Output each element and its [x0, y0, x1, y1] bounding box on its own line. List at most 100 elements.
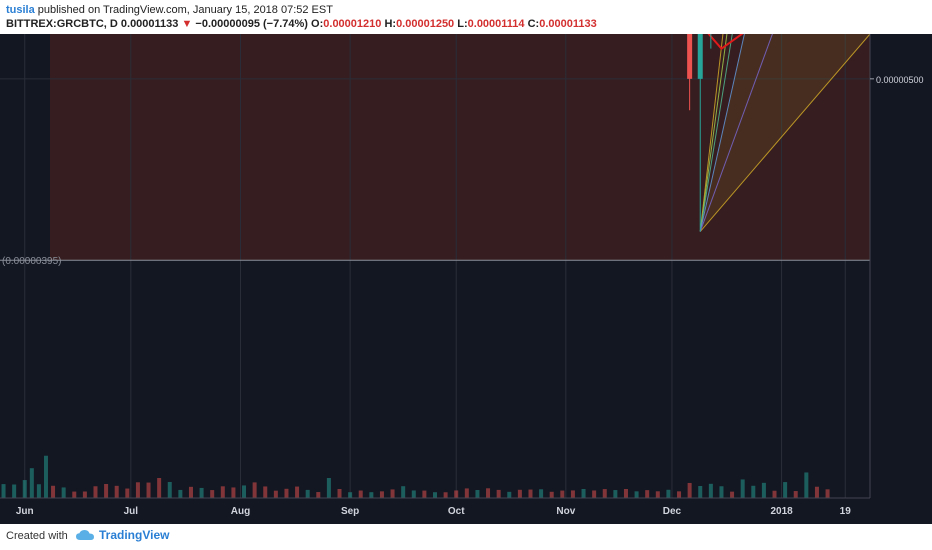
volume-bar — [252, 482, 257, 498]
chart-area[interactable]: (0.00004936)(0.00003964)(0.00003201)(0.0… — [0, 0, 932, 524]
volume-bar — [401, 486, 406, 498]
volume-bar — [199, 487, 204, 498]
volume-bar — [634, 491, 639, 498]
volume-bar — [751, 485, 756, 498]
volume-bar — [51, 485, 56, 498]
volume-bar — [104, 484, 109, 498]
open-value: 0.00001210 — [323, 18, 382, 30]
volume-bar — [687, 482, 692, 498]
close-label: C: — [527, 18, 540, 30]
volume-bar — [655, 491, 660, 498]
volume-bar — [719, 486, 724, 498]
x-tick-label: 19 — [840, 506, 852, 517]
volume-bar — [316, 492, 321, 498]
brand-name: TradingView — [99, 528, 170, 542]
time-axis-background — [0, 498, 932, 524]
volume-bar — [125, 488, 130, 498]
created-with-text: Created with — [6, 530, 68, 542]
volume-bar — [210, 490, 215, 498]
x-tick-label: Aug — [231, 506, 250, 517]
volume-bar — [411, 490, 416, 498]
x-tick-label: Sep — [341, 506, 359, 517]
fan-line — [699, 33, 871, 232]
volume-bar — [783, 482, 788, 498]
x-tick-label: Oct — [448, 506, 465, 517]
volume-bar — [592, 490, 597, 498]
volume-bar — [454, 490, 459, 498]
candle-body — [697, 5, 703, 79]
x-tick-label: 2018 — [770, 506, 793, 517]
volume-bar — [814, 486, 819, 498]
volume-bar — [698, 486, 703, 498]
volume-bar — [188, 486, 193, 498]
volume-bar — [507, 491, 512, 498]
volume-bar — [220, 486, 225, 498]
volume-bar — [613, 490, 618, 498]
volume-bar — [645, 490, 650, 498]
fan-line — [699, 0, 786, 232]
y-tick-label: 0.00000500 — [876, 75, 924, 85]
fan-fill — [700, 0, 870, 232]
volume-bar — [369, 492, 374, 498]
low-value: 0.00001114 — [467, 18, 525, 30]
volume-bar — [135, 482, 140, 498]
volume-bar — [443, 492, 448, 498]
fan-line — [699, 0, 753, 232]
close-value: 0.00001133 — [539, 18, 597, 30]
footer: Created with TradingView — [0, 524, 932, 550]
volume-bar — [22, 480, 27, 498]
volume-bar — [231, 487, 236, 498]
change-value: −0.00000095 (−7.74%) — [195, 18, 308, 30]
symbol-label: BITTREX:GRCBTC, D — [6, 18, 118, 30]
volume-bar — [549, 491, 554, 498]
volume-bar — [433, 492, 437, 498]
price-chart[interactable]: (0.00004936)(0.00003964)(0.00003201)(0.0… — [0, 0, 932, 524]
volume-bar — [390, 489, 395, 498]
volume-bar — [114, 485, 119, 498]
volume-bar — [146, 482, 151, 498]
tradingview-logo[interactable]: TradingView — [75, 528, 169, 542]
volume-bar — [486, 488, 491, 498]
volume-bar — [82, 491, 87, 498]
volume-bar — [242, 485, 247, 498]
high-value: 0.00001250 — [396, 18, 455, 30]
fib-band — [50, 0, 870, 261]
volume-bar — [517, 489, 522, 498]
volume-bar — [570, 490, 575, 498]
volume-bar — [496, 489, 501, 498]
volume-bar — [43, 455, 48, 498]
x-tick-label: Jun — [16, 506, 34, 517]
author-link[interactable]: tusila — [6, 4, 35, 16]
price-scale-background — [870, 34, 932, 524]
volume-bar — [761, 482, 766, 498]
x-tick-label: Dec — [663, 506, 682, 517]
volume-bar — [581, 489, 586, 498]
volume-bar — [708, 483, 713, 498]
volume-bar — [157, 478, 162, 498]
volume-bar — [528, 489, 533, 498]
volume-bar — [36, 484, 41, 498]
volume-bar — [602, 489, 607, 498]
volume-bar — [1, 484, 6, 498]
volume-bar — [273, 490, 278, 498]
volume-bar — [29, 468, 34, 498]
volume-bar — [560, 490, 565, 498]
header: tusila published on TradingView.com, Jan… — [0, 0, 932, 34]
volume-bar — [623, 489, 628, 498]
volume-bar — [167, 482, 172, 498]
open-label: O: — [311, 18, 324, 30]
down-arrow-icon: ▼ — [181, 18, 193, 30]
volume-bar — [740, 479, 745, 498]
volume-bar — [379, 491, 384, 498]
volume-bar — [793, 491, 798, 498]
volume-bar — [804, 472, 809, 498]
volume-bar — [305, 489, 310, 498]
volume-bar — [539, 489, 544, 498]
volume-bar — [464, 488, 469, 498]
ohlc-bar: BITTREX:GRCBTC, D 0.00001133 ▼ −0.000000… — [6, 18, 597, 30]
volume-bar — [677, 491, 682, 498]
published-text: published on TradingView.com, January 15… — [37, 4, 333, 16]
volume-bar — [825, 489, 830, 498]
x-tick-label: Jul — [124, 506, 139, 517]
volume-bar — [422, 490, 427, 498]
